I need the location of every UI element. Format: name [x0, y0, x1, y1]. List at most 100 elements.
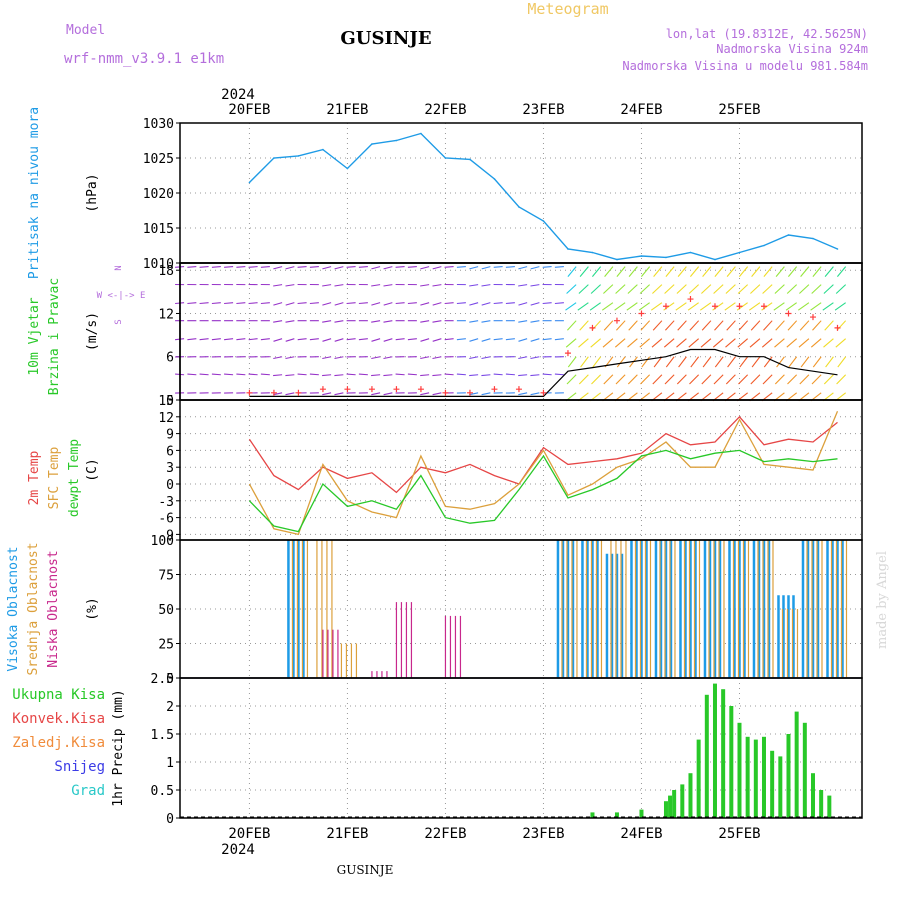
wind-barb [688, 338, 700, 348]
wind-barb [481, 320, 491, 323]
temp-axis-label: 2m Temp [27, 450, 42, 505]
y-tick-label: 6 [166, 351, 174, 366]
y-tick-label: 1.5 [151, 728, 174, 743]
wind-barb [725, 284, 736, 294]
wind-barb [763, 266, 773, 277]
pressure-axis-label: Pritisak na nivou mora [27, 107, 42, 279]
wind-gust-marker [515, 386, 522, 393]
wind-barb [798, 338, 810, 348]
y-tick-label: 0 [166, 478, 174, 493]
wind-barb [530, 302, 540, 306]
wind-barb [800, 266, 810, 277]
wind-gust-marker [613, 317, 620, 324]
wind-barb [773, 302, 785, 311]
wind-barb [334, 374, 344, 377]
wind-barb [432, 320, 442, 323]
wind-barb [651, 338, 663, 348]
wind-barb [565, 338, 577, 348]
wind-barb [762, 284, 773, 294]
model-label: Model [66, 23, 105, 38]
x-day-label-bottom: 25FEB [718, 826, 760, 842]
wind-barb [248, 338, 258, 341]
wind-barb [626, 302, 638, 311]
wind-barb [518, 392, 528, 396]
wind-barb [407, 266, 417, 268]
wind-barb [432, 392, 442, 396]
pressure-point [395, 139, 398, 142]
wind-barb [481, 302, 491, 306]
wind-barb [383, 284, 393, 287]
wind-barb [725, 338, 736, 348]
wind-barb [407, 373, 417, 376]
wind-barb [395, 302, 405, 305]
wind-barb [714, 356, 724, 368]
wind-barb [211, 373, 221, 376]
wind-barb [663, 338, 675, 348]
wind-barb [763, 320, 773, 331]
wind-gust-marker [785, 310, 792, 317]
wind-barb [383, 302, 393, 306]
wind-barb [664, 320, 675, 331]
y-tick-label: 1030 [143, 117, 174, 132]
wind-barb [836, 266, 847, 277]
wind-barb [761, 338, 773, 348]
wind-gust-marker [466, 389, 473, 396]
wind-barb [518, 338, 528, 342]
wind-barb [615, 320, 626, 331]
wind-barb [822, 302, 834, 311]
wind-barb [297, 338, 307, 341]
y-tick-label: 1010 [143, 257, 174, 272]
wind-barb [236, 266, 246, 268]
wind-barb [469, 320, 479, 323]
wind-barb [236, 338, 246, 341]
y-tick-label: 15 [158, 394, 174, 409]
precip-bar [668, 795, 673, 818]
panel-frame [179, 262, 863, 401]
wind-gust-marker [442, 389, 449, 396]
elevation-text: Nadmorska Visina 924m [716, 42, 868, 56]
wind-barb [726, 320, 736, 331]
wind-barb [554, 373, 564, 376]
wind-barb [432, 374, 442, 377]
wind-barb [518, 356, 528, 360]
wind-barb [285, 320, 295, 323]
wind-barb [432, 302, 442, 306]
wind-barb [297, 302, 307, 305]
precip-bar [810, 773, 815, 818]
wind-barb [811, 284, 822, 294]
wind-barb [505, 338, 515, 341]
wind-barb [383, 356, 393, 360]
model-elevation-text: Nadmorska Visina u modelu 981.584m [622, 59, 868, 73]
wind-barb [799, 320, 810, 331]
wind-barb [260, 302, 270, 305]
precip-legend-entry: Snijeg [54, 759, 105, 775]
wind-gust-marker [368, 386, 375, 393]
wind-barb [603, 320, 614, 331]
wind-barb [469, 284, 479, 287]
wind-barb [530, 338, 540, 342]
wind-gust-marker [834, 324, 841, 331]
y-tick-label: 50 [158, 603, 174, 618]
wind-gust-marker [736, 303, 743, 310]
precip-bar [680, 784, 685, 818]
wind-barb [737, 284, 749, 294]
wind-barb [395, 373, 405, 376]
wind-barb [638, 302, 650, 311]
pressure-point [518, 206, 520, 208]
pressure-point [420, 132, 422, 135]
wind-barb [346, 266, 356, 268]
wind-barb [675, 302, 687, 311]
wind-barb [358, 338, 368, 341]
wind-barb [493, 373, 503, 376]
precip-legend-entry: Ukupna Kisa [12, 687, 105, 703]
x-day-label-top: 22FEB [424, 102, 466, 118]
wind-barb [677, 320, 687, 331]
precip-bar [753, 739, 758, 818]
wind-gust-marker [687, 296, 694, 303]
x-day-label-top: 24FEB [620, 102, 662, 118]
wind-barb [776, 356, 785, 368]
wind-barb [285, 356, 295, 360]
wind-barb [800, 356, 810, 368]
wind-barb [334, 392, 344, 396]
wind-barb [481, 356, 491, 360]
